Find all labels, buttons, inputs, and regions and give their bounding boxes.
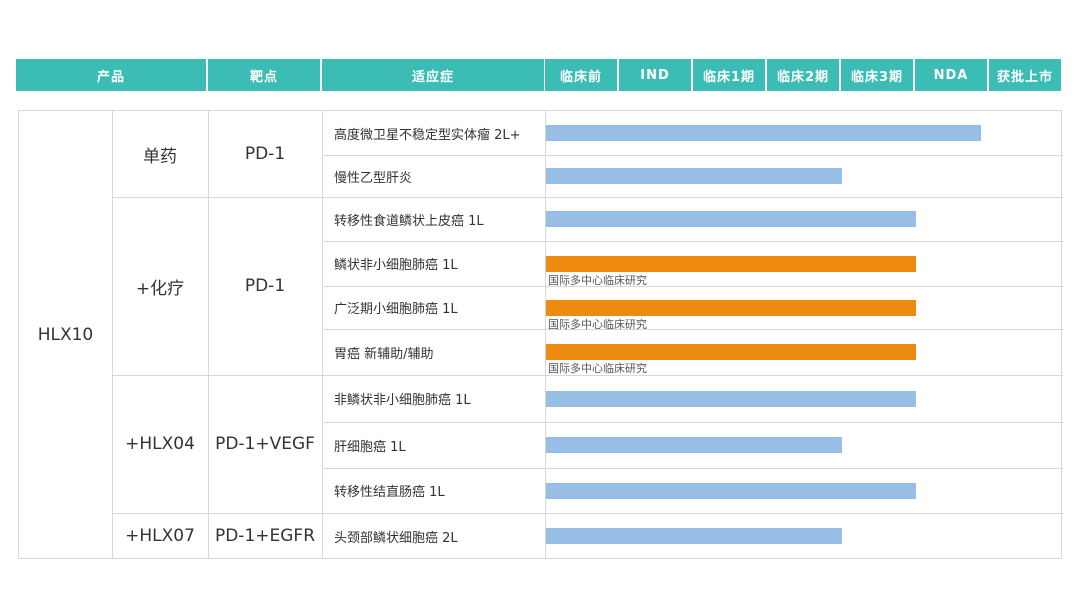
grid-hline (112, 513, 1063, 514)
target-cell: PD-1+VEGF (215, 434, 315, 454)
grid-vline (208, 111, 209, 558)
header-target: 靶点 (208, 59, 320, 91)
trial-note: 国际多中心临床研究 (548, 274, 647, 287)
grid-hline (322, 286, 1063, 287)
therapy-cell: 单药 (143, 146, 177, 167)
trial-note: 国际多中心临床研究 (548, 318, 647, 331)
progress-bar (546, 125, 981, 141)
therapy-cell: +HLX07 (125, 526, 195, 546)
indication-label: 转移性食道鳞状上皮癌 1L (334, 213, 484, 229)
indication-label: 鳞状非小细胞肺癌 1L (334, 258, 458, 273)
header-stage-3: 临床1期 (693, 59, 765, 91)
indication-label: 非鳞状非小细胞肺癌 1L (334, 393, 471, 408)
indication-label: 广泛期小细胞肺癌 1L (334, 302, 458, 317)
target-cell: PD-1+EGFR (214, 526, 316, 546)
header-stage-2: IND (619, 59, 691, 91)
product-name: HLX10 (37, 325, 94, 345)
trial-note: 国际多中心临床研究 (548, 362, 647, 375)
grid-hline (112, 197, 1063, 198)
grid-hline (322, 422, 1063, 423)
grid-hline (322, 155, 1063, 156)
header-stage-4: 临床2期 (767, 59, 839, 91)
indication-label: 头颈部鳞状细胞癌 2L (334, 530, 458, 546)
indication-label: 肝细胞癌 1L (334, 439, 406, 455)
indication-label: 慢性乙型肝炎 (334, 170, 413, 186)
therapy-cell: +HLX04 (125, 434, 195, 454)
header-stage-1: 临床前 (545, 59, 617, 91)
progress-bar-international (546, 256, 916, 272)
header-stage-5: 临床3期 (841, 59, 913, 91)
progress-bar (546, 168, 842, 184)
pipeline-header: 产品 靶点 适应症 临床前 IND 临床1期 临床2期 临床3期 NDA 获批上市 (0, 0, 1080, 100)
progress-bar (546, 391, 916, 407)
grid-hline (322, 329, 1063, 330)
progress-bar-international (546, 344, 916, 360)
pipeline-table: HLX10 单药 PD-1 +化疗 PD-1 +HLX04 PD-1+VEGF +HLX07… (18, 110, 1063, 559)
header-stage-6: NDA (915, 59, 987, 91)
indication-label: 转移性结直肠癌 1L (334, 485, 445, 500)
grid-hline (112, 375, 1063, 376)
header-product: 产品 (16, 59, 206, 91)
progress-bar (546, 528, 842, 544)
grid-vline (322, 111, 323, 558)
grid-vline (545, 111, 546, 558)
progress-bar-international (546, 300, 916, 316)
grid-hline (322, 241, 1063, 242)
progress-bar (546, 483, 916, 499)
header-stage-7: 获批上市 (989, 59, 1061, 91)
grid-hline (322, 468, 1063, 469)
header-indication: 适应症 (322, 59, 544, 91)
progress-bar (546, 437, 842, 453)
therapy-cell: +化疗 (135, 278, 185, 299)
target-cell: PD-1 (244, 144, 286, 164)
grid-vline (112, 111, 113, 558)
target-cell: PD-1 (244, 276, 286, 296)
indication-label: 胃癌 新辅助/辅助 (334, 346, 434, 362)
indication-label: 高度微卫星不稳定型实体瘤 2L+ (334, 127, 521, 143)
progress-bar (546, 211, 916, 227)
